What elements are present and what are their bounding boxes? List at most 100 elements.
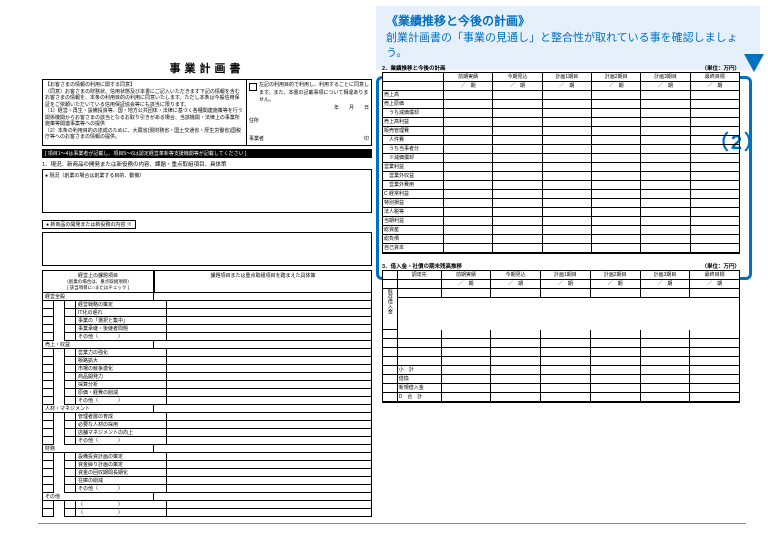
check-cell[interactable] (64, 461, 76, 469)
row-spacer (42, 421, 54, 429)
right-column: 2．業績推移と今後の計画 （単位：万円） 前期実績今期見込計画1期目計画2期目計… (382, 60, 740, 403)
check-item-body (167, 501, 372, 509)
check-cell[interactable] (64, 365, 76, 373)
left-column: 事業計画書 【お客さまの情報の利用に関する同意】 （同意）お客さまの財務状、信用… (42, 60, 372, 517)
check-item-label: 商品開発力 (76, 373, 167, 381)
row-spacer (42, 437, 54, 445)
check-item-body (167, 389, 372, 397)
row-spacer (42, 397, 54, 405)
check-cell[interactable] (64, 333, 76, 341)
check-item-body (167, 453, 372, 461)
name-label: 事業者 (249, 136, 264, 144)
row-spacer (42, 301, 54, 309)
check-item-body (167, 485, 372, 493)
check-item-body (167, 325, 372, 333)
check-cell[interactable] (64, 397, 76, 405)
category-body (154, 293, 372, 301)
check-item-label: IT化の遅れ (76, 309, 167, 317)
check-cell[interactable] (64, 301, 76, 309)
chl3: [ 該当項目に○またはチェック ] (45, 285, 151, 291)
check-cell[interactable] (64, 373, 76, 381)
row-spacer (42, 381, 54, 389)
row-spacer (42, 389, 54, 397)
check-item-label: 事業承継・後継者問題 (76, 325, 167, 333)
freebox2-label: ● 新商品の開発または新役務の内容 ※ (42, 220, 136, 229)
check-item-label: その他（ ） (76, 437, 167, 445)
category-label: 経営全般 (42, 293, 154, 301)
check-item-body (167, 429, 372, 437)
check-cell[interactable] (64, 381, 76, 389)
check-cell[interactable] (64, 437, 76, 445)
check-cell[interactable] (64, 413, 76, 421)
header-box: 【お客さまの情報の利用に関する同意】 （同意）お客さまの財務状、信用状態及び本書… (42, 79, 372, 146)
check-item-body (167, 349, 372, 357)
chl1: 経営上の課題項目 (45, 272, 151, 279)
row-spacer (42, 357, 54, 365)
check-cell[interactable] (64, 309, 76, 317)
disclaimer-text: 【お客さまの情報の利用に関する同意】 （同意）お客さまの財務状、信用状態及び本書… (43, 80, 247, 145)
checklist-header-left: 経営上の課題項目 （創業の場合は、重点取組項目） [ 該当項目に○またはチェック… (42, 270, 154, 293)
check-cell[interactable] (64, 429, 76, 437)
row-spacer (42, 349, 54, 357)
check-item-body (167, 309, 372, 317)
check-item-label: 管理者層の育成 (76, 413, 167, 421)
check-cell[interactable] (64, 317, 76, 325)
check-item-body (167, 437, 372, 445)
row-spacer (42, 461, 54, 469)
row-spacer (42, 317, 54, 325)
check-cell[interactable] (64, 325, 76, 333)
checklist-body: 経営全般経営戦略の策定IT化の遅れ事業の「選択と集中」事業承継・後継者問題その他… (42, 293, 372, 517)
sec1-title: 1．現況、新商品の開発または新役務の内容、課題・重点取組項目、具体策 (42, 160, 372, 168)
check-item-body (167, 461, 372, 469)
row-spacer (42, 429, 54, 437)
check-item-label: 経営戦略の策定 (76, 301, 167, 309)
freebox-1: ● 現況（創業の場合は創業する目的、動機） (42, 169, 372, 213)
row-spacer (42, 501, 54, 509)
freebox-2 (42, 232, 372, 266)
row-spacer (42, 509, 54, 517)
check-cell[interactable] (64, 421, 76, 429)
checklist-header-right: 課題項目または重点取組項目を踏まえた具体策 (154, 270, 372, 293)
check-item-body (167, 357, 372, 365)
check-cell[interactable] (64, 501, 76, 509)
sec2-title: 2．業績推移と今後の計画 （単位：万円） (382, 64, 740, 72)
row-spacer (42, 309, 54, 317)
date-line: 年 月 日 (249, 105, 369, 113)
sec3-title: 3．借入金・社債の期末残高推移 （単位：万円） (382, 262, 740, 270)
check-cell[interactable] (64, 389, 76, 397)
check-cell[interactable] (64, 485, 76, 493)
check-item-label: 事業の「選択と集中」 (76, 317, 167, 325)
header-right: 左記の利用目的で利用し、利用することに同意します。また、本書の記載事項について相… (247, 80, 371, 145)
category-label: 売上・収益 (42, 341, 154, 349)
row-spacer (42, 485, 54, 493)
check-item-label: 資金の回収期間長期化 (76, 469, 167, 477)
agree-checkbox[interactable] (249, 83, 257, 91)
debt-table: 調達先前期実績今期見込計画1期目計画2期目計画3期目最終目標／ 期／ 期／ 期／… (382, 270, 740, 403)
sec3-title-text: 3．借入金・社債の期末残高推移 (382, 262, 462, 270)
callout-body: 創業計画書の「事業の見通し」と整合性が取れている事を確認しましょう。 (386, 31, 750, 62)
check-item-label: 採算分析 (76, 381, 167, 389)
check-cell[interactable] (64, 349, 76, 357)
check-cell[interactable] (64, 357, 76, 365)
check-item-label: 販路拡大 (76, 357, 167, 365)
row-spacer (42, 413, 54, 421)
check-item-body (167, 413, 372, 421)
check-item-label: その他（ ） (76, 397, 167, 405)
check-item-body (167, 333, 372, 341)
performance-table: 前期実績今期見込計画1期目計画2期目計画3期目最終目標／ 期／ 期／ 期／ 期／… (382, 72, 740, 254)
check-cell[interactable] (64, 477, 76, 485)
check-cell[interactable] (64, 453, 76, 461)
row-spacer (42, 453, 54, 461)
sec2-title-text: 2．業績推移と今後の計画 (382, 64, 446, 72)
check-cell[interactable] (64, 469, 76, 477)
pointer-triangle (744, 54, 764, 72)
check-item-body (167, 397, 372, 405)
row-spacer (42, 325, 54, 333)
doc-title: 事業計画書 (42, 60, 372, 76)
check-item-label: 市場の競争激化 (76, 365, 167, 373)
check-item-label: 在庫の削減 (76, 477, 167, 485)
agree-text: 左記の利用目的で利用し、利用することに同意します。また、本書の記載事項について相… (259, 82, 369, 105)
category-body (154, 405, 372, 413)
sec2-unit: （単位：万円） (701, 64, 740, 72)
check-cell[interactable] (64, 509, 76, 517)
